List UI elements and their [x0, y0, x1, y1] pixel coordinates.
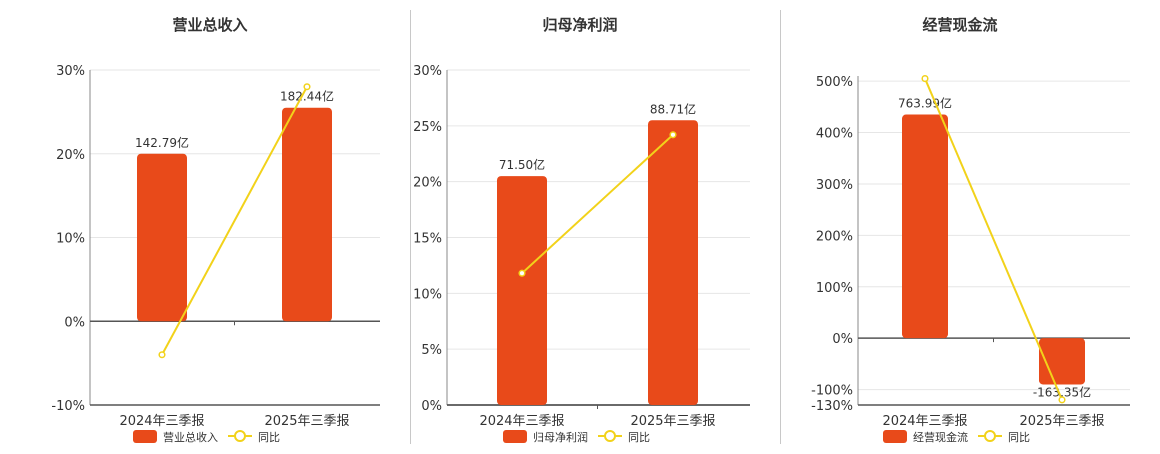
- bar[interactable]: [902, 114, 948, 339]
- y-tick-label: 15%: [413, 232, 442, 247]
- panel-divider: [780, 10, 781, 444]
- y-tick-label: 10%: [56, 232, 85, 247]
- yoy-line: [924, 78, 1063, 401]
- x-category-label: 2025年三季报: [1019, 414, 1104, 429]
- chart-title: 营业总收入: [172, 16, 247, 34]
- yoy-point[interactable]: [158, 351, 166, 359]
- y-tick-label: 25%: [413, 120, 442, 135]
- legend-label: 同比: [1008, 431, 1030, 444]
- legend-bar-swatch: [883, 430, 907, 443]
- y-tick-label: 0%: [64, 315, 85, 330]
- yoy-point[interactable]: [303, 83, 311, 91]
- y-tick-label: 20%: [56, 148, 85, 163]
- y-tick-label: -10%: [51, 399, 85, 414]
- y-tick-label: 300%: [816, 178, 853, 193]
- bar-value-label: 88.71亿: [650, 101, 696, 116]
- yoy-point[interactable]: [921, 75, 929, 83]
- bar[interactable]: [137, 153, 187, 322]
- y-tick-label: 0%: [832, 332, 853, 347]
- legend-line-marker: [604, 430, 616, 442]
- x-category-label: 2024年三季报: [882, 414, 967, 429]
- bar[interactable]: [497, 176, 547, 405]
- yoy-line: [161, 86, 308, 356]
- chart-title: 归母净利润: [542, 16, 617, 34]
- legend-label: 经营现金流: [913, 430, 968, 444]
- legend-label: 同比: [258, 431, 280, 444]
- y-tick-label: 0%: [421, 399, 442, 414]
- bar[interactable]: [282, 107, 332, 322]
- yoy-point[interactable]: [1058, 396, 1066, 404]
- bar[interactable]: [648, 120, 698, 405]
- yoy-point[interactable]: [518, 269, 526, 277]
- x-category-label: 2025年三季报: [264, 414, 349, 429]
- y-tick-label: 30%: [56, 64, 85, 79]
- legend-line-marker: [984, 430, 996, 442]
- y-tick-label: 30%: [413, 64, 442, 79]
- y-tick-label: -100%: [811, 384, 853, 399]
- bar-value-label: -163.35亿: [1033, 384, 1091, 399]
- legend-bar-swatch: [133, 430, 157, 443]
- yoy-line: [521, 134, 674, 274]
- x-category-label: 2024年三季报: [119, 414, 204, 429]
- y-tick-label: 20%: [413, 176, 442, 191]
- legend-bar-swatch: [503, 430, 527, 443]
- chart-title: 经营现金流: [922, 16, 997, 34]
- bar-value-label: 71.50亿: [499, 157, 545, 172]
- legend-label: 归母净利润: [533, 430, 588, 444]
- bar-value-label: 763.99亿: [898, 96, 952, 111]
- y-tick-label: 200%: [816, 229, 853, 244]
- y-tick-label: 400%: [816, 127, 853, 142]
- y-tick-label: -130%: [811, 399, 853, 414]
- y-tick-label: 100%: [816, 281, 853, 296]
- bar-value-label: 142.79亿: [135, 135, 189, 150]
- legend-label: 营业总收入: [163, 430, 218, 444]
- panel-divider: [410, 10, 411, 444]
- legend-line-marker: [234, 430, 246, 442]
- x-category-label: 2025年三季报: [630, 414, 715, 429]
- y-tick-label: 5%: [421, 343, 442, 358]
- bar-value-label: 182.44亿: [280, 89, 334, 104]
- legend-label: 同比: [628, 431, 650, 444]
- x-category-label: 2024年三季报: [479, 414, 564, 429]
- y-tick-label: 10%: [413, 287, 442, 302]
- y-tick-label: 500%: [816, 75, 853, 90]
- yoy-point[interactable]: [669, 131, 677, 139]
